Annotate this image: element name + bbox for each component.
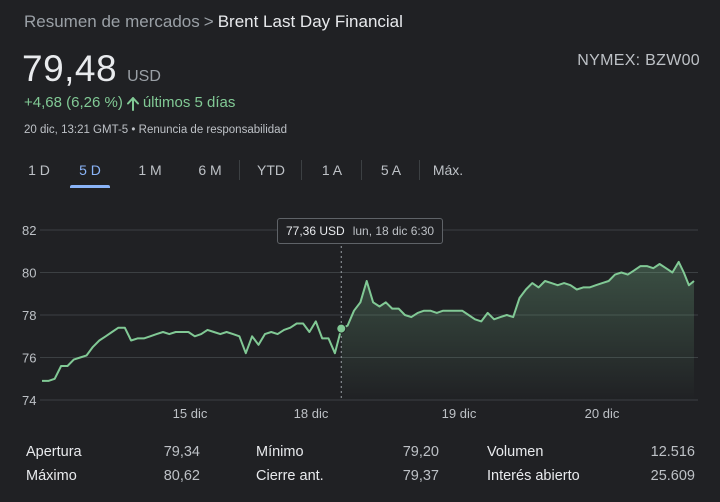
breadcrumb: Resumen de mercados > Brent Last Day Finan… [24, 12, 403, 32]
breadcrumb-current: Brent Last Day Financial [217, 12, 403, 31]
change-value: +4,68 (6,26 %) [24, 94, 123, 111]
chart-line [42, 260, 695, 382]
tooltip-date: lun, 18 dic 6:30 [352, 224, 435, 238]
tab-ytd[interactable]: YTD [240, 156, 302, 188]
chart-area-fill [341, 261, 694, 400]
stats-row: Máximo 80,62 Cierre ant. 79,37 Interés abi… [26, 464, 696, 488]
stat-high: Máximo 80,62 [26, 468, 200, 484]
tab-6m[interactable]: 6 M [180, 156, 240, 188]
stat-value: 79,37 [402, 468, 439, 484]
tab-1m[interactable]: 1 M [120, 156, 180, 188]
arrow-up-icon [126, 96, 139, 111]
y-tick-label: 74 [22, 393, 36, 408]
tab-label: YTD [257, 162, 285, 178]
stat-value: 80,62 [163, 468, 200, 484]
price-row: 79,48 USD [22, 48, 161, 90]
tab-1a[interactable]: 1 A [302, 156, 362, 188]
quote-timestamp: 20 dic, 13:21 GMT-5 [24, 124, 129, 136]
tab-label: 1 M [138, 162, 162, 178]
tab-5d[interactable]: 5 D [60, 156, 120, 188]
x-tick-label: 15 dic [173, 406, 208, 421]
stat-value: 25.609 [650, 468, 695, 484]
tab-label: 5 A [380, 162, 402, 178]
y-tick-label: 78 [22, 308, 36, 323]
stat-label: Volumen [487, 444, 544, 460]
meta-bullet: • [131, 124, 136, 136]
breadcrumb-link-market-summary[interactable]: Resumen de mercados [24, 12, 200, 31]
tab-label: 5 D [79, 162, 101, 178]
y-tick-label: 82 [22, 223, 36, 238]
x-tick-label: 20 dic [585, 406, 620, 421]
tab-label: 1 D [28, 162, 50, 178]
tab-label: 6 M [198, 162, 222, 178]
stat-volume: Volumen 12.516 [487, 444, 695, 460]
stat-low: Mínimo 79,20 [256, 444, 439, 460]
tab-max[interactable]: Máx. [420, 156, 476, 188]
tooltip-value: 77,36 USD [286, 224, 345, 238]
stat-label: Apertura [26, 444, 82, 460]
stat-value: 79,20 [402, 444, 439, 460]
range-tabs: 1 D 5 D 1 M 6 M YTD 1 A 5 A Máx. [18, 156, 476, 188]
price-change: +4,68 (6,26 %) últimos 5 días [24, 94, 235, 111]
currency-label: USD [127, 68, 161, 85]
y-tick-label: 76 [22, 351, 36, 366]
stat-open-interest: Interés abierto 25.609 [487, 468, 695, 484]
stat-value: 79,34 [163, 444, 200, 460]
stats-row: Apertura 79,34 Mínimo 79,20 Volumen 12.516 [26, 440, 696, 464]
stat-prev-close: Cierre ant. 79,37 [256, 468, 439, 484]
stat-label: Interés abierto [487, 468, 580, 484]
disclaimer-link[interactable]: Renuncia de responsabilidad [138, 124, 287, 136]
y-tick-label: 80 [22, 266, 36, 281]
breadcrumb-separator: > [203, 12, 214, 31]
tab-label: 1 A [321, 162, 343, 178]
hover-point [336, 323, 347, 334]
chart-tooltip: 77,36 USD lun, 18 dic 6:30 [277, 218, 444, 244]
stats-table: Apertura 79,34 Mínimo 79,20 Volumen 12.516 … [26, 440, 696, 488]
tab-1d[interactable]: 1 D [18, 156, 60, 188]
current-price: 79,48 [22, 48, 118, 89]
tab-5a[interactable]: 5 A [362, 156, 420, 188]
ticker-symbol: NYMEX: BZW00 [577, 52, 700, 69]
stat-label: Cierre ant. [256, 468, 324, 484]
stat-open: Apertura 79,34 [26, 444, 200, 460]
stat-label: Máximo [26, 468, 77, 484]
tab-label: Máx. [432, 162, 464, 178]
stat-label: Mínimo [256, 444, 304, 460]
quote-meta: 20 dic, 13:21 GMT-5 • Renuncia de respon… [24, 124, 287, 136]
change-period: últimos 5 días [142, 94, 236, 111]
x-tick-label: 19 dic [442, 406, 477, 421]
x-tick-label: 18 dic [294, 406, 329, 421]
stat-value: 12.516 [650, 444, 695, 460]
